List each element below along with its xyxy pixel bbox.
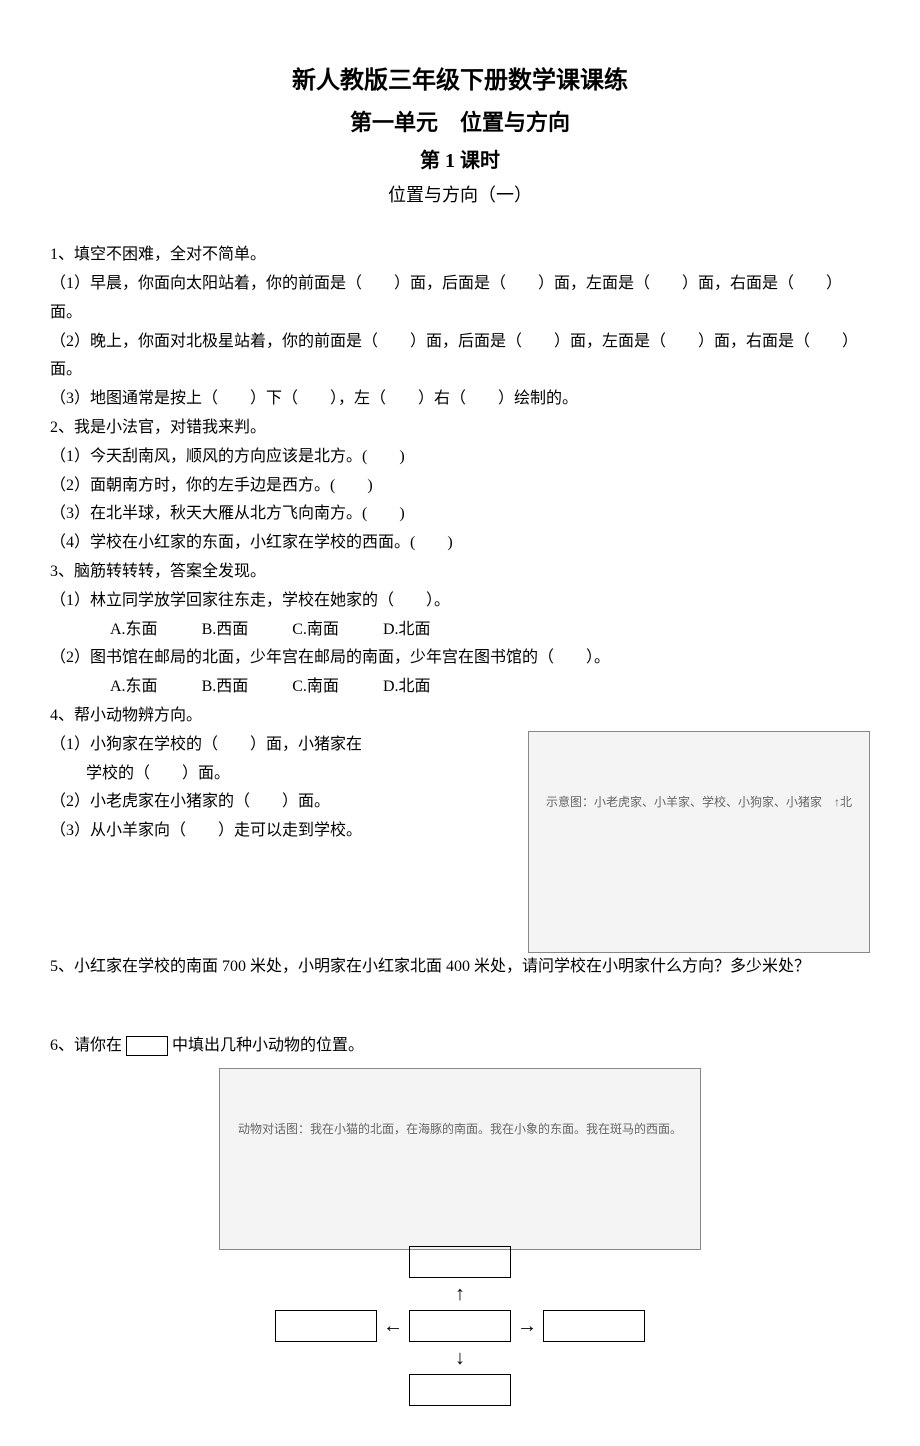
q3-s2: （2）图书馆在邮局的北面，少年宫在邮局的南面，少年宫在图书馆的（ ）。	[50, 644, 870, 673]
question-5: 5、小红家在学校的南面 700 米处，小明家在小红家北面 400 米处，请问学校…	[50, 953, 870, 982]
arrow-right-icon: →	[517, 1316, 537, 1336]
q4-head: 4、帮小动物辨方向。	[50, 702, 870, 731]
q3-2-D: D.北面	[383, 673, 431, 702]
q3-2-C: C.南面	[292, 673, 339, 702]
q3-1-B: B.西面	[202, 616, 249, 645]
q6-box-top[interactable]	[409, 1246, 511, 1278]
q1-s2: （2）晚上，你面对北极星站着，你的前面是（ ）面，后面是（ ）面，左面是（ ）面…	[50, 328, 870, 386]
q6-blank-box-icon	[126, 1036, 168, 1056]
q2-s2: （2）面朝南方时，你的左手边是西方。( )	[50, 472, 870, 501]
title-unit: 第一单元 位置与方向	[50, 103, 870, 143]
question-3: 3、脑筋转转转，答案全发现。 （1）林立同学放学回家往东走，学校在她家的（ ）。…	[50, 558, 870, 702]
question-2: 2、我是小法官，对错我来判。 （1）今天刮南风，顺风的方向应该是北方。( ) （…	[50, 414, 870, 558]
q4-img-alt: 示意图：小老虎家、小羊家、学校、小狗家、小猪家 ↑北	[546, 795, 852, 809]
arrow-up-icon: ↑	[455, 1284, 465, 1304]
q2-s3: （3）在北半球，秋天大雁从北方飞向南方。( )	[50, 500, 870, 529]
q2-head: 2、我是小法官，对错我来判。	[50, 414, 870, 443]
q6-answer-boxes: ↑ ← → ↓	[50, 1246, 870, 1406]
q3-1-D: D.北面	[383, 616, 431, 645]
q3-s1: （1）林立同学放学回家往东走，学校在她家的（ ）。	[50, 587, 870, 616]
title-lesson: 第 1 课时	[50, 143, 870, 179]
q6-head-a: 6、请你在	[50, 1037, 122, 1054]
question-4: 4、帮小动物辨方向。 示意图：小老虎家、小羊家、学校、小狗家、小猪家 ↑北 （1…	[50, 702, 870, 953]
q3-2-B: B.西面	[202, 673, 249, 702]
title-block: 新人教版三年级下册数学课课练 第一单元 位置与方向 第 1 课时 位置与方向（一…	[50, 60, 870, 211]
q3-opts1: A.东面 B.西面 C.南面 D.北面	[50, 616, 870, 645]
q6-head-b: 中填出几种小动物的位置。	[172, 1037, 364, 1054]
q6-box-left[interactable]	[275, 1310, 377, 1342]
q4-map-image: 示意图：小老虎家、小羊家、学校、小狗家、小猪家 ↑北	[528, 731, 870, 953]
q6-figure: 动物对话图：我在小猫的北面，在海豚的南面。我在小象的东面。我在斑马的西面。 ↑ …	[50, 1068, 870, 1406]
title-main: 新人教版三年级下册数学课课练	[50, 60, 870, 103]
q6-img-alt: 动物对话图：我在小猫的北面，在海豚的南面。我在小象的东面。我在斑马的西面。	[238, 1122, 682, 1136]
q6-animals-image: 动物对话图：我在小猫的北面，在海豚的南面。我在小象的东面。我在斑马的西面。	[219, 1068, 701, 1250]
q2-s1: （1）今天刮南风，顺风的方向应该是北方。( )	[50, 443, 870, 472]
q1-s3: （3）地图通常是按上（ ）下（ ），左（ ）右（ ）绘制的。	[50, 385, 870, 414]
q3-opts2: A.东面 B.西面 C.南面 D.北面	[50, 673, 870, 702]
title-sub: 位置与方向（一）	[50, 179, 870, 211]
q1-s1: （1）早晨，你面向太阳站着，你的前面是（ ）面，后面是（ ）面，左面是（ ）面，…	[50, 270, 870, 328]
q6-head: 6、请你在 中填出几种小动物的位置。	[50, 1032, 870, 1061]
q3-2-A: A.东面	[110, 673, 158, 702]
q3-head: 3、脑筋转转转，答案全发现。	[50, 558, 870, 587]
q2-s4: （4）学校在小红家的东面，小红家在学校的西面。( )	[50, 529, 870, 558]
q3-1-A: A.东面	[110, 616, 158, 645]
q5-text: 5、小红家在学校的南面 700 米处，小明家在小红家北面 400 米处，请问学校…	[50, 953, 870, 982]
arrow-left-icon: ←	[383, 1316, 403, 1336]
q6-box-bottom[interactable]	[409, 1374, 511, 1406]
q3-1-C: C.南面	[292, 616, 339, 645]
arrow-down-icon: ↓	[455, 1348, 465, 1368]
q6-box-center[interactable]	[409, 1310, 511, 1342]
question-1: 1、填空不困难，全对不简单。 （1）早晨，你面向太阳站着，你的前面是（ ）面，后…	[50, 241, 870, 414]
question-6: 6、请你在 中填出几种小动物的位置。 动物对话图：我在小猫的北面，在海豚的南面。…	[50, 1032, 870, 1407]
q1-head: 1、填空不困难，全对不简单。	[50, 241, 870, 270]
q6-box-right[interactable]	[543, 1310, 645, 1342]
